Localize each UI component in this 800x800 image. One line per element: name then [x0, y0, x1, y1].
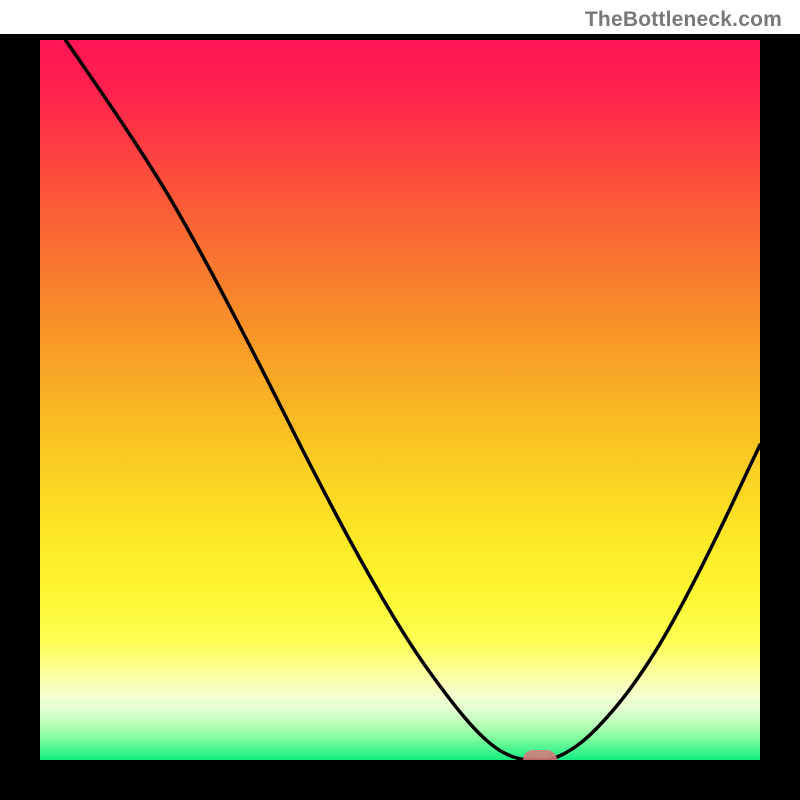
bottleneck-chart	[0, 0, 800, 800]
watermark-text: TheBottleneck.com	[585, 8, 782, 32]
plot-background	[40, 40, 760, 760]
chart-container: TheBottleneck.com	[0, 0, 800, 800]
